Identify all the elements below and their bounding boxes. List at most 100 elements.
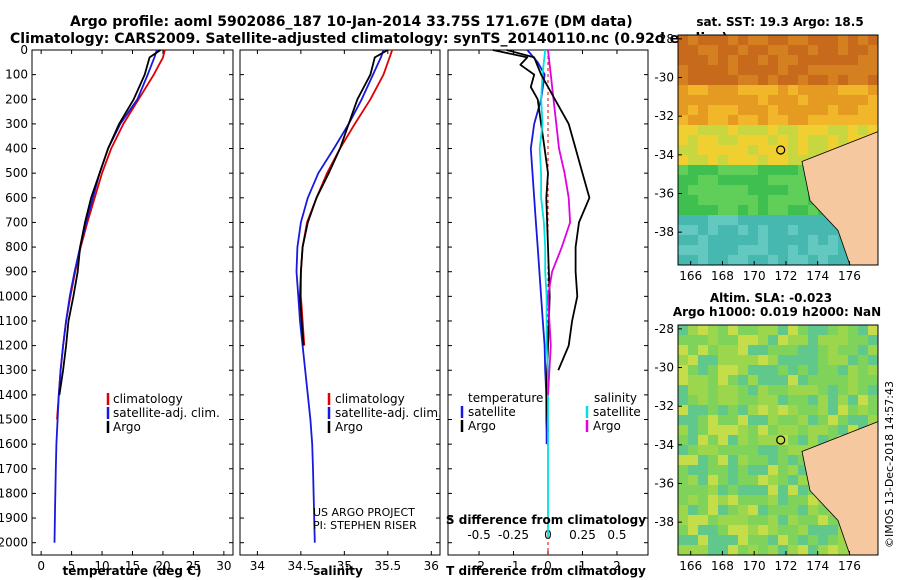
map-cell	[838, 535, 848, 545]
legend-argo: Argo	[113, 420, 141, 434]
map-cell	[828, 335, 838, 345]
map-cell	[738, 195, 748, 205]
map-cell	[778, 375, 788, 385]
map-cell	[738, 355, 748, 365]
map-cell	[728, 445, 738, 455]
map-cell	[838, 95, 848, 105]
map-cell	[748, 135, 758, 145]
map-cell	[678, 425, 688, 435]
map-cell	[778, 115, 788, 125]
legend-argo: Argo	[335, 420, 363, 434]
map-cell	[698, 95, 708, 105]
map-cell	[858, 365, 868, 375]
map-cell	[768, 445, 778, 455]
map-cell	[698, 255, 708, 265]
map-cell	[738, 415, 748, 425]
map-cell	[748, 185, 758, 195]
map-cell	[778, 165, 788, 175]
map-cell	[818, 255, 828, 265]
map-cell	[768, 505, 778, 515]
map-cell	[748, 515, 758, 525]
map-cell	[698, 115, 708, 125]
map-cell	[728, 45, 738, 55]
map-cell	[808, 255, 818, 265]
map-cell	[788, 335, 798, 345]
map-cell	[688, 465, 698, 475]
y-tick-label: 0	[20, 43, 28, 57]
map-cell	[768, 165, 778, 175]
map-cell	[688, 125, 698, 135]
map-cell	[798, 125, 808, 135]
map-cell	[678, 45, 688, 55]
profile-plots: 0100200300400500600700800900100011001200…	[0, 43, 648, 573]
map-cell	[708, 235, 718, 245]
map-cell	[858, 115, 868, 125]
map-cell	[828, 385, 838, 395]
map-cell	[788, 485, 798, 495]
map-y-tick-label: -28	[654, 322, 674, 336]
map-cell	[678, 35, 688, 45]
map-cell	[828, 545, 838, 555]
map-y-tick-label: -32	[654, 399, 674, 413]
map-cell	[738, 365, 748, 375]
map-cell	[858, 415, 868, 425]
map-cell	[808, 125, 818, 135]
map-cell	[778, 455, 788, 465]
map-cell	[708, 545, 718, 555]
map-cell	[818, 235, 828, 245]
map-cell	[828, 515, 838, 525]
map-cell	[698, 535, 708, 545]
map-cell	[768, 325, 778, 335]
map-cell	[798, 135, 808, 145]
map-cell	[768, 175, 778, 185]
map-cell	[798, 415, 808, 425]
series-line-satellite-adj-clim-	[53, 49, 158, 543]
map-cell	[718, 505, 728, 515]
map-cell	[698, 125, 708, 135]
map-cell	[738, 245, 748, 255]
map-cell	[688, 175, 698, 185]
map-cell	[728, 425, 738, 435]
map-cell	[768, 485, 778, 495]
map-cell	[768, 495, 778, 505]
map-cell	[788, 75, 798, 85]
map-cell	[738, 325, 748, 335]
map-cell	[678, 525, 688, 535]
map-cell	[708, 105, 718, 115]
map-cell	[728, 165, 738, 175]
map-cell	[728, 65, 738, 75]
map-cell	[818, 55, 828, 65]
map-cell	[728, 225, 738, 235]
map-cell	[818, 225, 828, 235]
map-cell	[748, 55, 758, 65]
map-frame	[677, 34, 879, 266]
map-cell	[708, 55, 718, 65]
map-cell	[708, 415, 718, 425]
map-cell	[748, 205, 758, 215]
x-tick-label: 10	[94, 559, 109, 573]
map-cell	[838, 325, 848, 335]
map-cell	[748, 545, 758, 555]
map-cell	[858, 355, 868, 365]
map-cell	[698, 445, 708, 455]
map-cell	[858, 35, 868, 45]
map-cell	[778, 85, 788, 95]
map-cell	[688, 35, 698, 45]
map-cell	[808, 365, 818, 375]
map-cell	[818, 515, 828, 525]
map-cell	[778, 175, 788, 185]
map-cell	[678, 415, 688, 425]
map-y-tick-label: -32	[654, 109, 674, 123]
map-cell	[688, 365, 698, 375]
map-cell	[818, 135, 828, 145]
map-cell	[778, 395, 788, 405]
map-cell	[788, 145, 798, 155]
map-cell	[688, 345, 698, 355]
map-cell	[778, 445, 788, 455]
map-cell	[728, 175, 738, 185]
map-cell	[758, 395, 768, 405]
map-cell	[718, 385, 728, 395]
map-cell	[698, 505, 708, 515]
map-cell	[768, 85, 778, 95]
map-cell	[728, 535, 738, 545]
